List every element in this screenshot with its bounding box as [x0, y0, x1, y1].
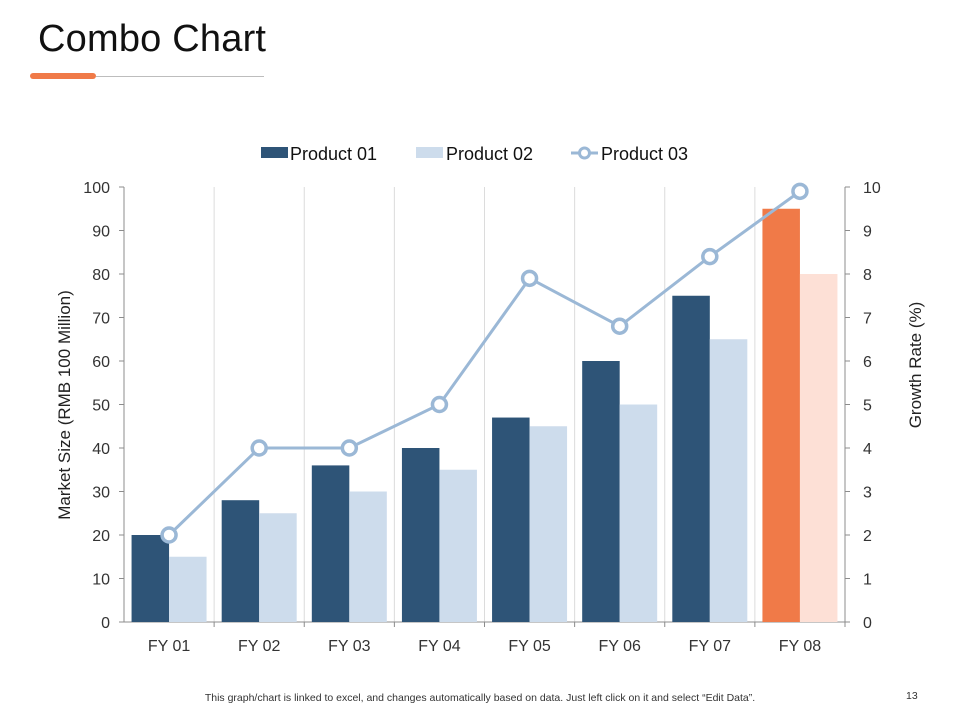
page-number: 13: [906, 690, 918, 702]
y2-tick-label: 5: [863, 398, 872, 415]
point-product-03: [160, 526, 178, 544]
y2-tick-label: 0: [863, 615, 872, 632]
y-tick-label: 80: [92, 267, 110, 284]
title-accent-bar: [30, 73, 96, 79]
bar-product-02: [799, 274, 838, 622]
y2-tick-label: 1: [863, 572, 872, 589]
y-tick-label: 50: [92, 398, 110, 415]
legend-label-product-03: Product 03: [601, 144, 688, 164]
y2-tick-label: 8: [863, 267, 872, 284]
bar-product-01: [492, 417, 530, 622]
bar-product-02: [529, 426, 568, 622]
y2-tick-label: 6: [863, 354, 872, 371]
y-axis-title: Market Size (RMB 100 Million): [55, 290, 74, 520]
y2-tick-label: 9: [863, 224, 872, 241]
combo-chart[interactable]: 0 10 20 30 40 50 60 70 80 90 100 0 1 2 3 4 5 6 7 8 9 10 FY 01 F…: [0, 0, 960, 690]
point-product-03: [791, 182, 809, 201]
x-tick-label: FY 01: [148, 638, 191, 655]
bar-product-02: [709, 339, 748, 622]
y2-tick-label: 3: [863, 485, 872, 502]
bar-product-02: [169, 556, 207, 622]
footer-note: This graph/chart is linked to excel, and…: [204, 692, 756, 704]
legend-swatch-product-01: [261, 147, 288, 158]
x-tick-label: FY 04: [418, 638, 461, 655]
y2-tick-label: 10: [863, 180, 881, 197]
y-tick-label: 70: [92, 311, 110, 328]
bar-product-01: [672, 295, 710, 622]
y-tick-label: 20: [92, 528, 110, 545]
legend-marker-product-03: [578, 146, 591, 160]
x-tick-label: FY 05: [508, 638, 551, 655]
bar-product-01: [582, 361, 620, 622]
y-tick-label: 10: [92, 572, 110, 589]
page-title: Combo Chart: [38, 18, 267, 60]
bar-product-02: [259, 513, 297, 622]
y2-tick-label: 7: [863, 311, 872, 328]
x-tick-label: FY 06: [598, 638, 641, 655]
legend-swatch-product-02: [416, 147, 443, 158]
y-tick-label: 0: [101, 615, 110, 632]
point-product-03: [250, 439, 268, 457]
point-product-03: [430, 395, 449, 414]
y-tick-label: 90: [92, 224, 110, 241]
y-tick-label: 100: [83, 180, 110, 197]
bar-product-02: [619, 404, 658, 622]
point-product-03: [340, 439, 359, 457]
legend-label-product-01: Product 01: [290, 144, 377, 164]
y2-tick-label: 4: [863, 441, 872, 458]
legend-label-product-02: Product 02: [446, 144, 533, 164]
x-tick-label: FY 02: [238, 638, 281, 655]
bar-product-01: [311, 465, 350, 622]
bar-product-02: [439, 469, 477, 622]
y2-axis-title: Growth Rate (%): [906, 302, 925, 429]
bar-product-02: [349, 491, 387, 622]
y2-tick-label: 2: [863, 528, 872, 545]
y-tick-label: 30: [92, 485, 110, 502]
bar-product-01: [131, 535, 170, 622]
title-underline: [96, 76, 264, 77]
x-tick-label: FY 07: [689, 638, 732, 655]
line-product-03: [168, 190, 801, 537]
bar-product-01: [762, 208, 800, 622]
bar-product-01: [401, 448, 440, 622]
y-tick-label: 40: [92, 441, 110, 458]
point-product-03: [701, 247, 719, 266]
y-tick-label: 60: [92, 354, 110, 371]
point-product-03: [520, 269, 539, 288]
x-tick-label: FY 08: [779, 638, 822, 655]
bar-product-01: [221, 500, 260, 622]
point-product-03: [610, 317, 629, 335]
x-tick-label: FY 03: [328, 638, 371, 655]
